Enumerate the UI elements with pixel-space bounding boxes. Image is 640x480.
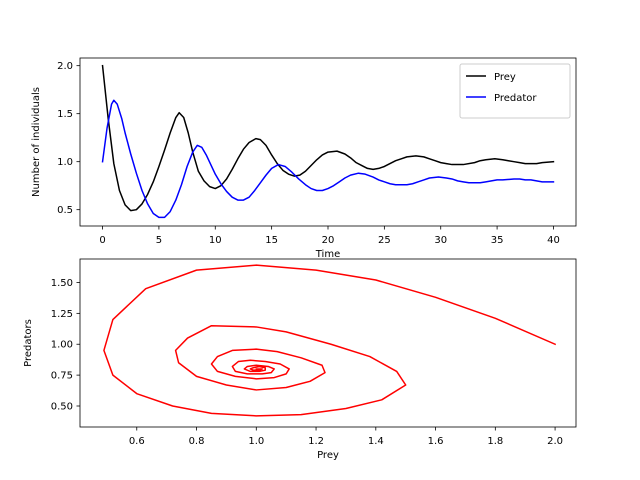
x-tick-label: 1.6 <box>428 436 444 447</box>
y-tick-label: 0.75 <box>51 371 73 382</box>
x-tick-label: 1.4 <box>368 436 384 447</box>
x-tick-label: 10 <box>209 235 222 246</box>
x-tick-label: 15 <box>265 235 278 246</box>
x-tick-label: 25 <box>378 235 391 246</box>
chart-1: 0 5 10 15 20 25 30 35 40 0.5 1.0 1.5 2.0 Time Number o… <box>31 57 577 260</box>
y-tick-label: 1.5 <box>57 109 73 120</box>
x-tick-label: 0.8 <box>189 436 205 447</box>
legend-box <box>459 63 571 119</box>
x-tick-label: 1.2 <box>308 436 324 447</box>
x-axis-label: Time <box>315 249 340 260</box>
y-tick-label: 1.00 <box>51 340 73 351</box>
y-tick-label: 1.50 <box>51 278 73 289</box>
x-tick-label: 0.6 <box>129 436 145 447</box>
y-axis-label: Number of individuals <box>31 87 42 197</box>
y-tick-label: 1.0 <box>57 157 73 168</box>
series-line-trajectory <box>103 264 557 417</box>
series-line-predator <box>101 99 555 219</box>
y-tick-label: 0.50 <box>51 402 73 413</box>
x-tick-label: 35 <box>491 235 504 246</box>
x-tick-label: 2.0 <box>547 436 563 447</box>
x-tick-label: 1.0 <box>248 436 264 447</box>
axes-frame <box>79 258 577 428</box>
x-tick-label: 1.8 <box>487 436 503 447</box>
legend: Prey Predator <box>459 63 571 119</box>
x-tick-label: 5 <box>156 235 162 246</box>
legend-label-predator: Predator <box>494 93 537 104</box>
x-tick-label: 40 <box>547 235 560 246</box>
x-tick-label: 30 <box>434 235 447 246</box>
chart-2: 0.6 0.8 1.0 1.2 1.4 1.6 1.8 2.0 0.50 0.75 1.00 1.25… <box>23 258 577 461</box>
y-axis-label: Predators <box>23 319 34 367</box>
x-axis-label: Prey <box>317 450 339 461</box>
x-tick-label: 20 <box>322 235 335 246</box>
y-tick-label: 1.25 <box>51 309 73 320</box>
y-tick-label: 0.5 <box>57 205 73 216</box>
legend-label-prey: Prey <box>494 72 516 83</box>
x-tick-label: 0 <box>99 235 105 246</box>
series-line-prey <box>101 64 555 212</box>
y-tick-label: 2.0 <box>57 61 73 72</box>
